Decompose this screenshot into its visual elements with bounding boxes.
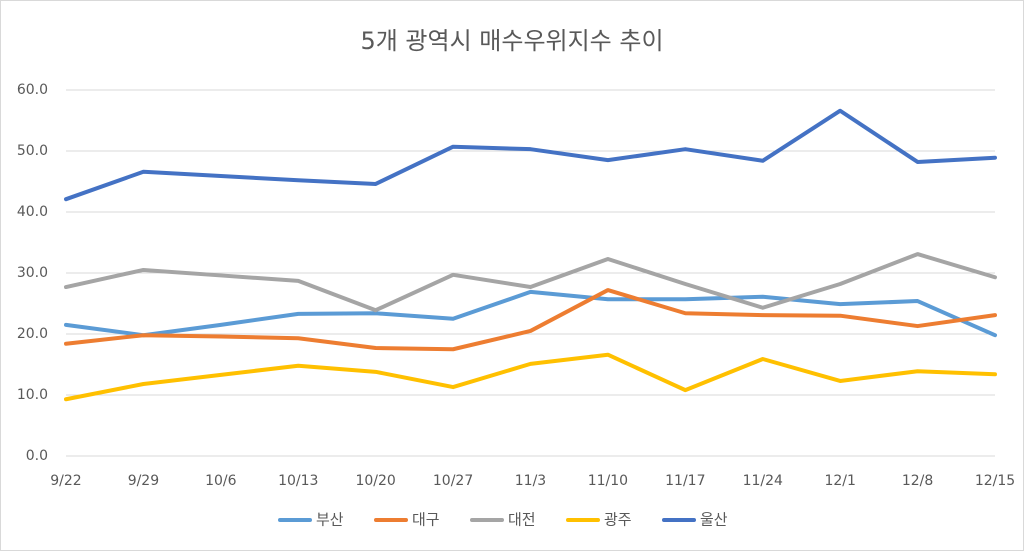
series-line: [64, 352, 997, 402]
x-tick-label: 11/17: [665, 473, 705, 489]
x-tick-label: 11/3: [515, 473, 546, 489]
x-tick-label: 9/22: [50, 473, 81, 489]
x-tick-label: 11/24: [743, 473, 783, 489]
x-tick-label: 12/8: [902, 473, 933, 489]
legend-label: 부산: [316, 511, 344, 529]
series-line: [64, 108, 997, 202]
y-tick-label: 40.0: [17, 204, 48, 220]
legend-label: 대전: [508, 511, 536, 529]
x-tick-label: 10/13: [278, 473, 318, 489]
y-tick-label: 10.0: [17, 387, 48, 403]
x-tick-label: 12/15: [975, 473, 1015, 489]
chart-title: 5개 광역시 매수우위지수 추이: [360, 27, 663, 55]
x-tick-label: 10/27: [433, 473, 473, 489]
y-tick-label: 50.0: [17, 143, 48, 159]
series-line: [64, 288, 997, 352]
legend-label: 광주: [604, 511, 632, 529]
series-line: [64, 252, 997, 313]
legend-label: 대구: [412, 511, 440, 529]
y-tick-label: 20.0: [17, 326, 48, 342]
x-tick-label: 10/20: [355, 473, 395, 489]
legend-label: 울산: [700, 511, 728, 529]
y-tick-label: 0.0: [26, 448, 48, 464]
x-tick-label: 12/1: [824, 473, 855, 489]
y-tick-label: 30.0: [17, 265, 48, 281]
x-tick-label: 10/6: [205, 473, 237, 489]
y-tick-label: 60.0: [17, 82, 48, 98]
x-tick-label: 11/10: [588, 473, 628, 489]
x-tick-label: 9/29: [128, 473, 159, 489]
series-line: [64, 289, 997, 338]
